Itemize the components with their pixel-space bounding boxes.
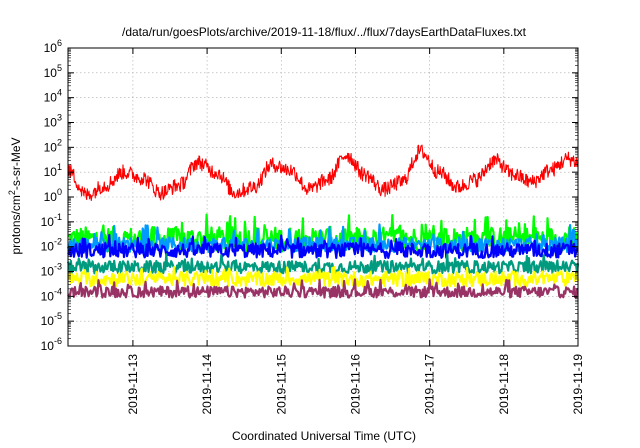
y-tick-exponent: 4 bbox=[57, 88, 62, 98]
chart-title: /data/run/goesPlots/archive/2019-11-18/f… bbox=[122, 25, 527, 39]
y-tick-label: 10-5 bbox=[41, 311, 62, 328]
y-tick-label: 101 bbox=[44, 162, 62, 179]
y-axis-label-exponent: 2 bbox=[7, 190, 17, 195]
x-axis-label: Coordinated Universal Time (UTC) bbox=[232, 429, 416, 443]
grid-lines bbox=[68, 48, 578, 346]
y-tick-label: 103 bbox=[44, 113, 62, 130]
data-series bbox=[66, 144, 580, 299]
axis-ticks bbox=[68, 47, 579, 347]
y-tick-exponent: -1 bbox=[54, 212, 62, 222]
y-tick-label: 104 bbox=[44, 88, 62, 105]
y-axis-label: protons/cm2-s-sr-MeV bbox=[7, 137, 23, 254]
series-line-3 bbox=[67, 233, 579, 259]
series-line-red bbox=[67, 144, 579, 202]
y-axis-label-suffix: -s-sr-MeV bbox=[9, 137, 23, 190]
y-tick-exponent: 0 bbox=[57, 187, 62, 197]
y-tick-label: 100 bbox=[44, 187, 62, 204]
y-tick-exponent: -4 bbox=[54, 286, 62, 296]
y-tick-exponent: 2 bbox=[57, 137, 62, 147]
y-tick-label: 10-6 bbox=[41, 336, 62, 353]
y-tick-exponent: -5 bbox=[54, 311, 62, 321]
y-tick-labels: 10-610-510-410-310-210-11001011021031041… bbox=[41, 38, 62, 353]
y-axis-label-unit: protons/cm bbox=[9, 195, 23, 254]
y-tick-label: 10-2 bbox=[41, 237, 62, 254]
y-tick-label: 102 bbox=[44, 137, 62, 154]
series-line-6 bbox=[67, 278, 579, 299]
x-tick-label: 2019-11-16 bbox=[348, 354, 362, 415]
x-tick-labels: 2019-11-13 2019-11-14 2019-11-15 2019-11-16… bbox=[126, 354, 585, 415]
y-tick-label: 105 bbox=[44, 63, 62, 80]
series-line-4 bbox=[66, 253, 580, 275]
y-tick-exponent: 6 bbox=[57, 38, 62, 48]
y-tick-label: 106 bbox=[44, 38, 62, 55]
y-tick-exponent: 1 bbox=[57, 162, 62, 172]
x-tick-label: 2019-11-18 bbox=[497, 354, 511, 415]
y-tick-exponent: -3 bbox=[54, 262, 62, 272]
y-tick-label: 10-3 bbox=[41, 262, 62, 279]
y-tick-exponent: -6 bbox=[54, 336, 62, 346]
x-tick-label: 2019-11-19 bbox=[571, 354, 585, 415]
x-tick-label: 2019-11-15 bbox=[274, 354, 288, 415]
x-tick-label: 2019-11-13 bbox=[126, 354, 140, 415]
y-tick-label: 10-4 bbox=[41, 286, 62, 303]
y-tick-exponent: -2 bbox=[54, 237, 62, 247]
y-tick-label: 10-1 bbox=[41, 212, 62, 229]
y-tick-exponent: 5 bbox=[57, 63, 62, 73]
x-tick-label: 2019-11-17 bbox=[423, 354, 437, 415]
y-tick-exponent: 3 bbox=[57, 113, 62, 123]
x-tick-label: 2019-11-14 bbox=[200, 354, 214, 415]
series-line-5 bbox=[67, 266, 580, 288]
